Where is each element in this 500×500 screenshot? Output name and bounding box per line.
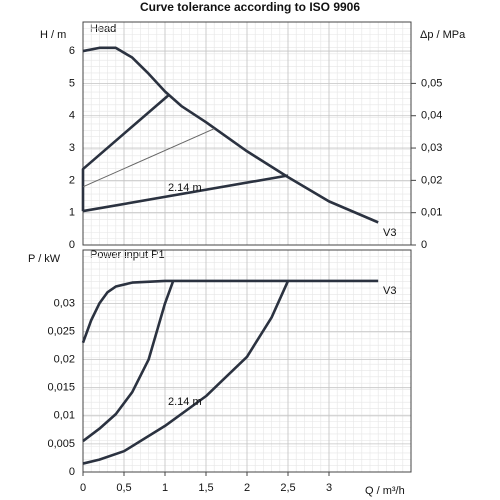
y-tick-label: 0,015 <box>47 382 75 394</box>
y-tick-label: 2 <box>69 174 75 186</box>
y-tick-label: 1 <box>69 207 75 219</box>
x-tick-label: 0,5 <box>116 482 131 494</box>
panel-label: Head <box>90 23 116 35</box>
curve <box>81 279 379 344</box>
y-tick-label: 0,03 <box>54 297 75 309</box>
x-tick-label: 1,5 <box>198 482 213 494</box>
y-tick-label: 4 <box>69 110 75 122</box>
x-tick-label: 2 <box>244 482 250 494</box>
curve <box>82 46 379 224</box>
curve-label: 2.14 m <box>168 182 202 194</box>
y-tick-label: 0,02 <box>54 354 75 366</box>
panel-label: Power input P1 <box>90 249 165 261</box>
y2-tick-label: 0,05 <box>421 77 442 89</box>
curve-label: 2.14 m <box>168 396 202 408</box>
x-tick-label: 0 <box>80 482 86 494</box>
y-tick-label: 0,005 <box>47 438 75 450</box>
y-axis-label: P / kW <box>28 253 61 265</box>
x-tick-label: 3 <box>326 482 332 494</box>
y-tick-label: 6 <box>69 45 75 57</box>
y-tick-label: 0 <box>69 239 75 251</box>
y2-tick-label: 0,04 <box>421 110 442 122</box>
x-tick-label: 1 <box>162 482 168 494</box>
y-tick-label: 0,01 <box>54 410 75 422</box>
curve <box>81 93 170 212</box>
y-tick-label: 5 <box>69 77 75 89</box>
chart-title: Curve tolerance according to ISO 9906 <box>140 0 360 14</box>
y-axis-label: H / m <box>40 29 66 41</box>
plot-frame <box>82 249 412 473</box>
y2-tick-label: 0,03 <box>421 142 442 154</box>
curve-label: V3 <box>383 227 396 239</box>
y-tick-label: 0,025 <box>47 325 75 337</box>
y-tick-label: 0 <box>69 466 75 478</box>
curve-label: V3 <box>383 285 396 297</box>
y2-tick-label: 0,01 <box>421 207 442 219</box>
x-tick-label: 2,5 <box>280 482 295 494</box>
y-tick-label: 3 <box>69 142 75 154</box>
curve <box>82 174 289 213</box>
curve <box>82 280 290 465</box>
y2-axis-label: Δp / MPa <box>420 29 466 41</box>
plot-frame <box>82 21 412 246</box>
x-axis-label: Q / m³/h <box>365 485 405 497</box>
curve <box>82 280 175 443</box>
y2-tick-label: 0,02 <box>421 174 442 186</box>
y2-tick-label: 0 <box>421 239 427 251</box>
curve <box>82 128 215 188</box>
